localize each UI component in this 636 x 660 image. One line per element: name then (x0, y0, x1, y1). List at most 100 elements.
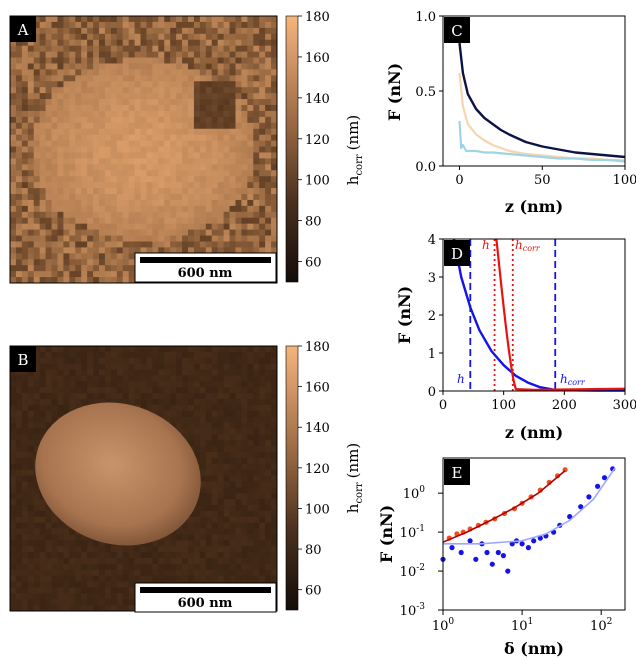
afm-pixel (10, 493, 17, 500)
afm-pixel (122, 39, 130, 47)
afm-pixel (164, 369, 171, 376)
afm-pixel (99, 399, 106, 406)
afm-pixel (223, 241, 230, 248)
afm-pixel (104, 99, 112, 106)
afm-pixel (87, 229, 94, 236)
afm-pixel (182, 39, 189, 47)
afm-pixel (57, 51, 64, 58)
afm-pixel (199, 87, 207, 94)
afm-pixel (199, 452, 207, 459)
afm-pixel (39, 75, 46, 82)
afm-pixel (45, 534, 52, 541)
afm-pixel (247, 152, 254, 159)
afm-pixel (182, 346, 189, 353)
afm-pixel (229, 375, 236, 382)
afm-pixel (205, 399, 213, 406)
afm-pixel (33, 182, 41, 189)
afm-pixel (51, 558, 58, 565)
afm-pixel (21, 217, 29, 225)
afm-pixel (188, 199, 195, 207)
afm-pixel (265, 199, 272, 207)
afm-pixel (247, 57, 254, 64)
afm-pixel (15, 528, 23, 535)
afm-pixel (15, 253, 23, 260)
afm-pixel (122, 93, 130, 100)
afm-pixel (188, 81, 195, 88)
afm-pixel (27, 457, 35, 465)
afm-pixel (75, 241, 82, 248)
afm-pixel (110, 69, 118, 76)
afm-pixel (69, 75, 76, 82)
afm-pixel (182, 522, 189, 529)
afm-pixel (247, 575, 254, 582)
afm-pixel (170, 182, 177, 189)
afm-pixel (128, 170, 135, 177)
afm-pixel (140, 170, 147, 177)
afm-pixel (265, 569, 272, 577)
afm-pixel (193, 217, 201, 225)
afm-pixel (45, 110, 52, 118)
afm-pixel (253, 57, 260, 64)
afm-pixel (271, 416, 278, 423)
afm-pixel (140, 351, 147, 359)
afm-pixel (229, 45, 236, 52)
afm-pixel (217, 21, 224, 29)
afm-pixel (10, 399, 17, 406)
afm-pixel (182, 563, 189, 571)
afm-pixel (87, 375, 94, 382)
afm-pixel (193, 63, 201, 70)
afm-pixel (241, 404, 248, 412)
afm-pixel (27, 134, 35, 141)
afm-pixel (265, 399, 272, 406)
afm-pixel (193, 552, 201, 559)
afm-pixel (235, 499, 242, 506)
afm-pixel (205, 387, 213, 394)
afm-pixel (217, 235, 224, 242)
afm-pixel (99, 164, 106, 171)
afm-pixel (81, 546, 88, 553)
afm-pixel (176, 146, 183, 153)
afm-pixel (193, 540, 201, 547)
afm-pixel (170, 158, 177, 165)
afm-pixel (253, 452, 260, 459)
afm-pixel (253, 140, 260, 147)
afm-pixel (15, 475, 23, 482)
afm-pixel (57, 247, 64, 254)
afm-pixel (176, 51, 183, 58)
afm-pixel (81, 116, 88, 124)
afm-pixel (193, 87, 201, 94)
afm-pixel (57, 593, 64, 600)
afm-pixel (164, 199, 171, 207)
afm-pixel (116, 247, 124, 254)
afm-pixel (128, 16, 135, 23)
afm-pixel (69, 399, 76, 406)
afm-pixel (170, 105, 177, 112)
afm-pixel (122, 45, 130, 52)
afm-pixel (176, 404, 183, 412)
afm-pixel (182, 404, 189, 412)
afm-pixel (205, 446, 213, 453)
afm-pixel (134, 110, 141, 118)
afm-pixel (110, 211, 118, 219)
afm-pixel (188, 510, 195, 518)
afm-pixel (134, 393, 141, 400)
afm-pixel (51, 277, 58, 284)
afm-pixel (51, 110, 58, 118)
afm-pixel (45, 152, 52, 159)
afm-pixel (27, 45, 35, 52)
x-tick-label: 102 (590, 617, 612, 634)
afm-pixel (33, 57, 41, 64)
afm-pixel (87, 27, 94, 35)
afm-pixel (164, 404, 171, 412)
afm-pixel (57, 235, 64, 242)
afm-pixel (188, 440, 195, 447)
afm-pixel (45, 69, 52, 76)
afm-pixel (87, 211, 94, 219)
afm-pixel (253, 469, 260, 476)
afm-pixel (122, 265, 130, 272)
afm-pixel (235, 247, 242, 254)
afm-pixel (253, 199, 260, 207)
afm-pixel (104, 105, 112, 112)
afm-pixel (241, 393, 248, 400)
